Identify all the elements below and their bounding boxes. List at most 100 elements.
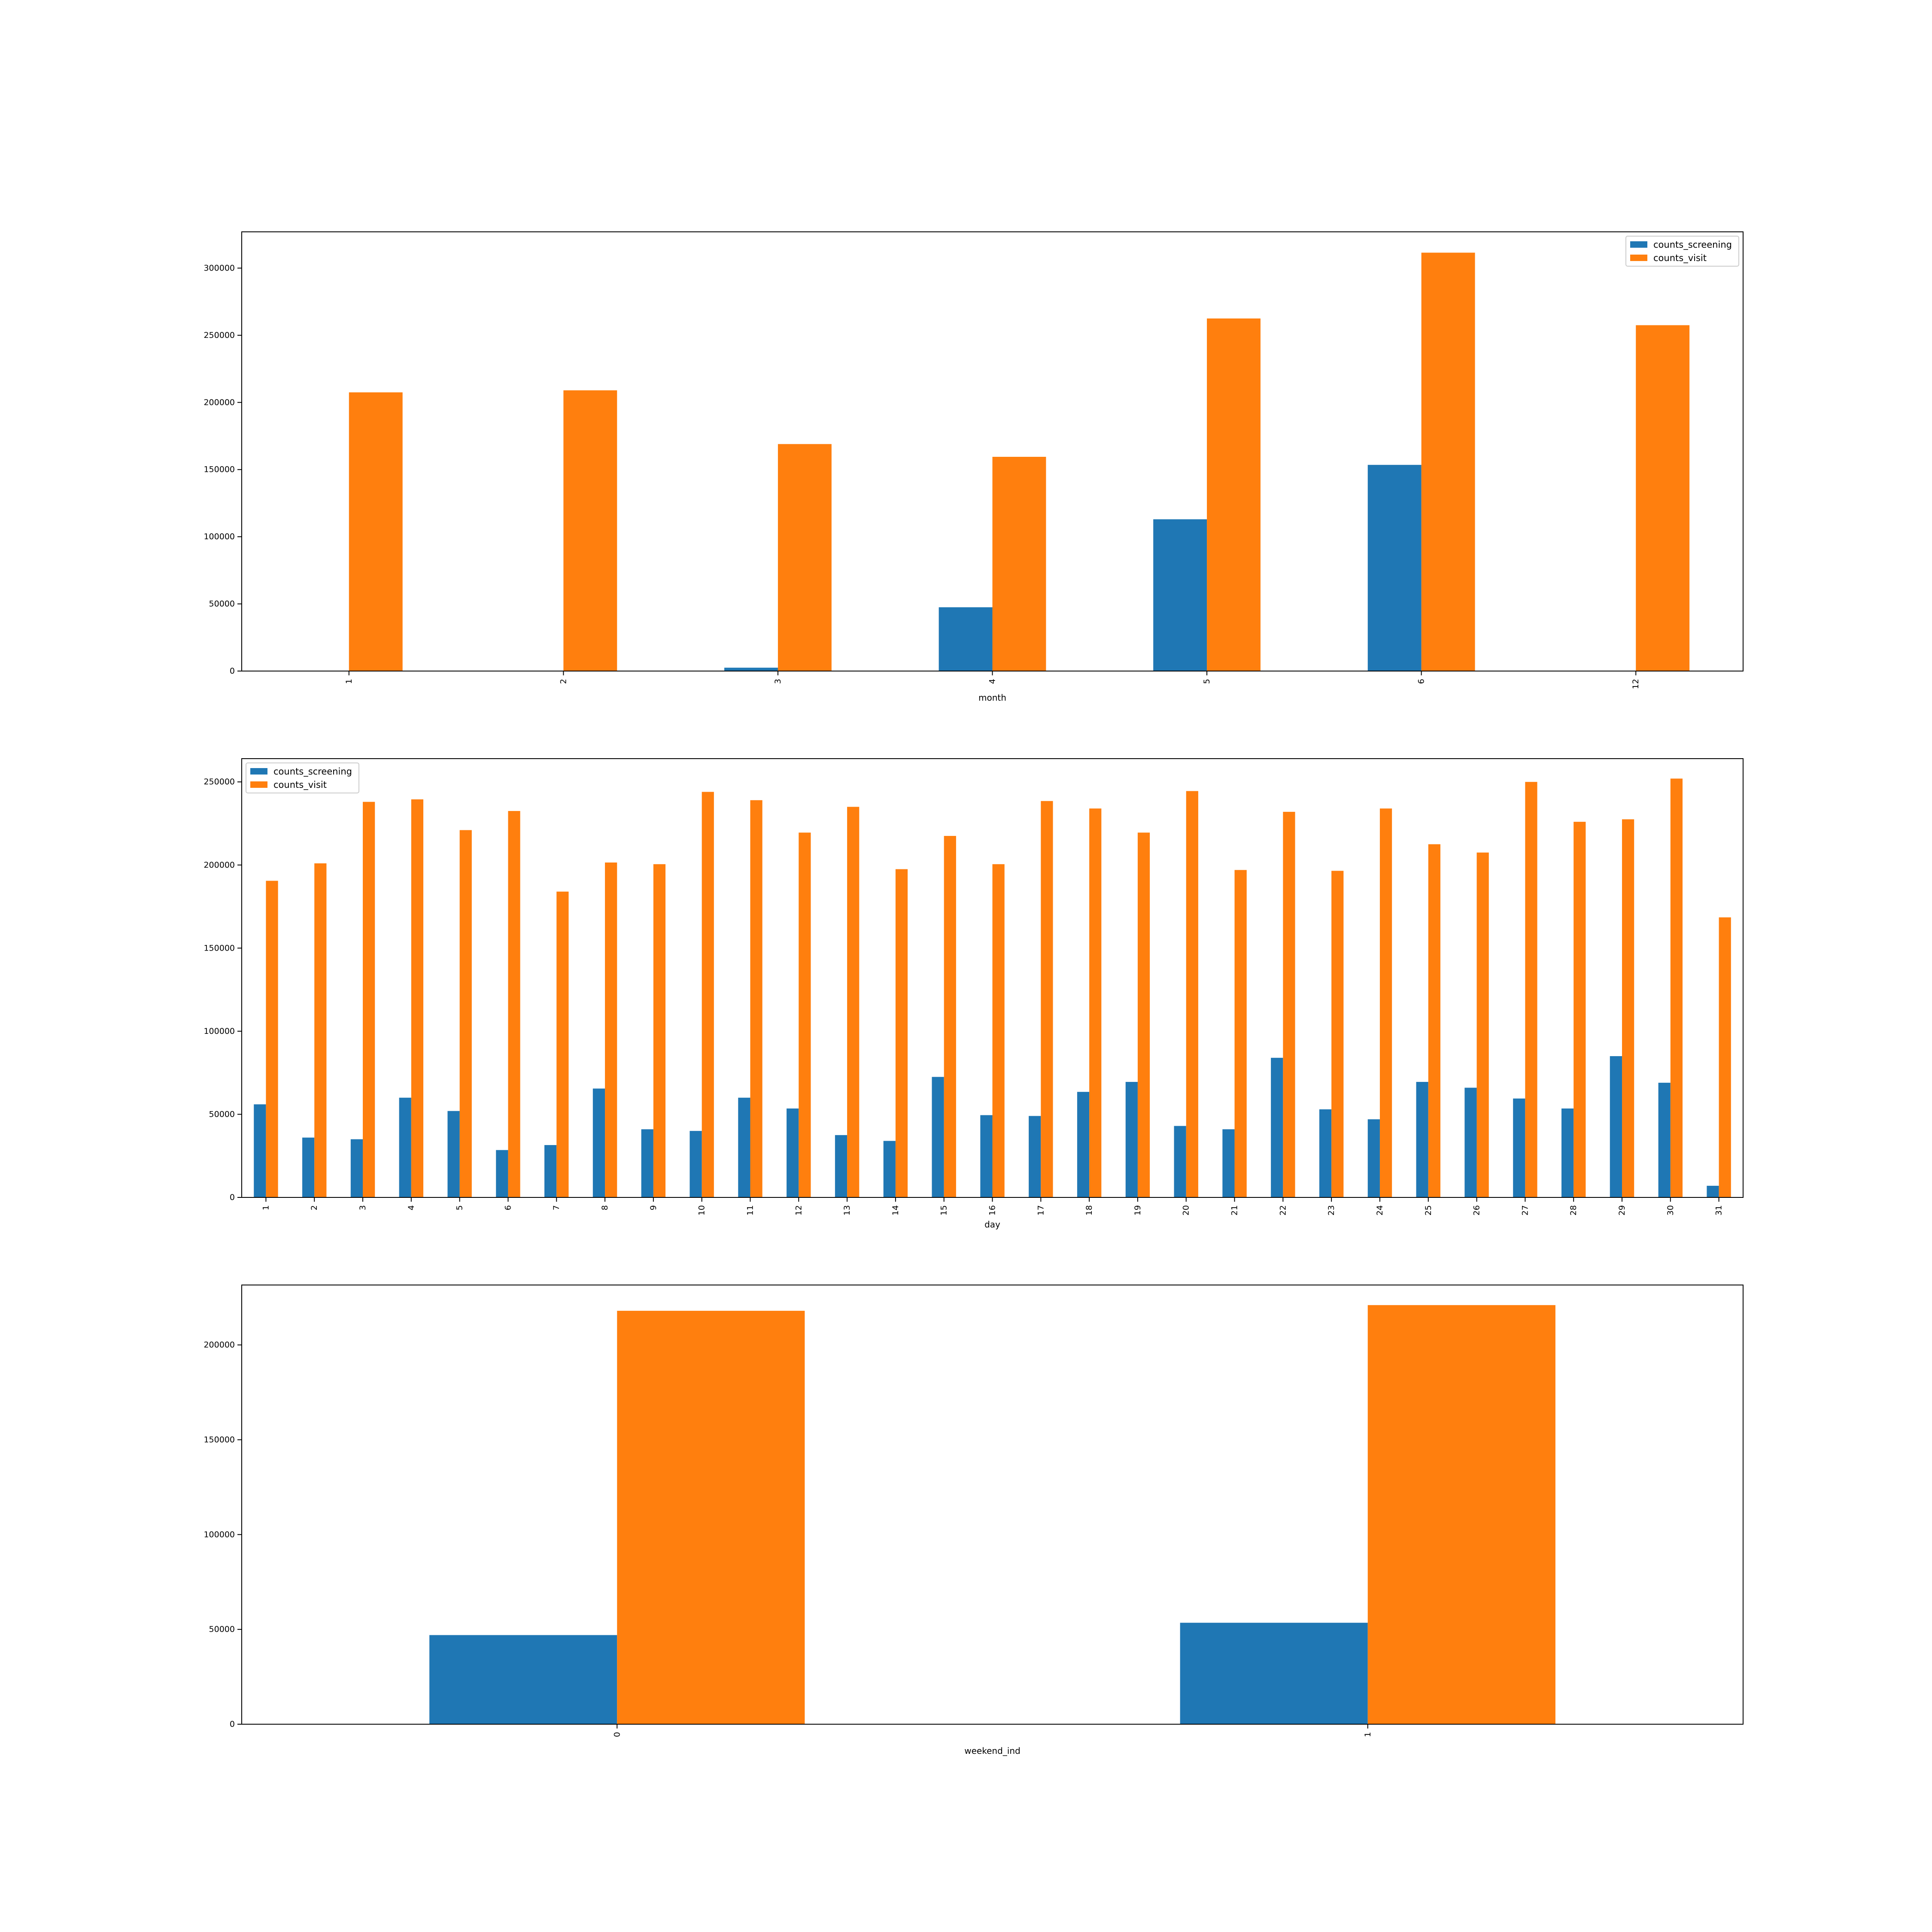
- plot-frame: [241, 1285, 1744, 1725]
- bar-counts-screening-28: [1561, 1108, 1574, 1197]
- x-tick-label: 16: [988, 1205, 997, 1215]
- y-tick-label: 100000: [204, 532, 235, 541]
- bar-counts-visit-24: [1379, 808, 1392, 1197]
- bar-counts-visit-7: [556, 891, 569, 1197]
- y-tick-label: 150000: [204, 943, 235, 953]
- bar-counts-screening-20: [1174, 1126, 1186, 1197]
- day-bar-chart: 1 2 3 4 5 6 7 8 9 10 11 12 13 14 15 16 17 18 19 20 21 22 23 24 2…: [204, 758, 1744, 1230]
- x-tick-label: 0: [612, 1732, 622, 1737]
- bar-counts-visit-27: [1525, 782, 1537, 1197]
- bar-counts-screening-13: [835, 1135, 848, 1197]
- x-tick-label: 13: [842, 1205, 852, 1215]
- legend-swatch: [250, 768, 267, 775]
- bar-counts-screening-4: [399, 1097, 411, 1197]
- x-tick-label: 1: [1363, 1732, 1373, 1737]
- bar-counts-screening-18: [1077, 1092, 1090, 1197]
- x-tick-label: 30: [1666, 1205, 1675, 1215]
- plot-frame: [241, 231, 1744, 671]
- x-tick-label: 26: [1472, 1205, 1482, 1215]
- bar-counts-screening-21: [1222, 1129, 1235, 1197]
- bar-counts-screening-0: [429, 1635, 617, 1724]
- x-tick-label: 6: [1417, 679, 1426, 684]
- bar-counts-screening-3: [350, 1139, 363, 1197]
- bar-counts-visit-13: [847, 807, 860, 1197]
- x-tick-label: 12: [794, 1205, 803, 1215]
- x-tick-label: 27: [1520, 1205, 1530, 1215]
- bar-counts-visit-12: [1636, 325, 1690, 671]
- bar-counts-visit-5: [1207, 318, 1261, 671]
- bar-counts-screening-5: [1153, 519, 1207, 671]
- bar-counts-visit-19: [1137, 832, 1150, 1197]
- bar-counts-screening-15: [932, 1077, 944, 1197]
- bar-counts-screening-23: [1319, 1109, 1332, 1197]
- y-tick-label: 200000: [204, 398, 235, 407]
- y-tick-label: 50000: [209, 1625, 235, 1634]
- y-tick-label: 0: [230, 666, 235, 676]
- bar-counts-visit-1: [266, 881, 278, 1197]
- bar-counts-visit-3: [363, 802, 375, 1197]
- y-tick-label: 100000: [204, 1027, 235, 1036]
- bar-counts-visit-16: [992, 864, 1005, 1197]
- y-tick-label: 0: [230, 1193, 235, 1202]
- y-tick-label: 50000: [209, 599, 235, 609]
- bar-counts-screening-27: [1513, 1098, 1525, 1197]
- y-tick-label: 200000: [204, 1340, 235, 1350]
- y-tick-label: 50000: [209, 1109, 235, 1119]
- bar-counts-screening-9: [641, 1129, 653, 1197]
- y-tick-label: 250000: [204, 331, 235, 340]
- bar-counts-visit-6: [1421, 252, 1475, 671]
- bar-counts-visit-14: [895, 869, 908, 1197]
- bar-counts-visit-28: [1574, 822, 1586, 1197]
- legend-swatch: [1630, 241, 1647, 248]
- bar-counts-screening-1: [1180, 1622, 1368, 1724]
- bar-counts-visit-17: [1041, 801, 1053, 1197]
- bar-counts-screening-6: [496, 1150, 508, 1197]
- bar-counts-screening-26: [1464, 1088, 1477, 1197]
- bar-counts-screening-6: [1367, 465, 1422, 671]
- bar-counts-visit-20: [1186, 791, 1198, 1197]
- bar-counts-visit-12: [799, 832, 811, 1197]
- bar-counts-screening-14: [883, 1141, 896, 1197]
- legend-box: [246, 762, 359, 793]
- bar-counts-screening-11: [738, 1097, 750, 1197]
- y-tick-label: 0: [230, 1719, 235, 1729]
- x-tick-label: 18: [1084, 1205, 1094, 1215]
- bar-counts-visit-4: [411, 799, 424, 1197]
- bar-counts-screening-24: [1367, 1119, 1380, 1197]
- x-axis-label: weekend_ind: [964, 1746, 1020, 1756]
- bar-counts-visit-1: [349, 392, 403, 671]
- bar-counts-visit-6: [508, 811, 520, 1197]
- x-tick-label: 1: [261, 1205, 270, 1210]
- bar-counts-visit-2: [314, 863, 327, 1197]
- bar-counts-visit-2: [563, 390, 617, 671]
- x-tick-label: 15: [939, 1205, 949, 1215]
- x-tick-label: 22: [1278, 1205, 1288, 1215]
- legend-swatch: [250, 781, 267, 788]
- x-tick-label: 11: [745, 1205, 755, 1215]
- x-tick-label: 7: [552, 1205, 561, 1210]
- x-tick-label: 8: [600, 1205, 610, 1210]
- bar-counts-screening-16: [980, 1115, 993, 1198]
- bar-counts-screening-22: [1271, 1057, 1283, 1197]
- legend-label: counts_screening: [1653, 240, 1732, 250]
- bar-counts-screening-31: [1707, 1185, 1719, 1197]
- bar-counts-visit-29: [1622, 819, 1634, 1197]
- bar-counts-screening-1: [254, 1104, 266, 1197]
- bar-counts-screening-4: [939, 607, 993, 671]
- x-tick-label: 20: [1182, 1205, 1191, 1215]
- bar-counts-visit-10: [702, 792, 714, 1197]
- bar-counts-visit-0: [617, 1311, 805, 1724]
- bar-counts-screening-30: [1658, 1082, 1671, 1197]
- x-tick-label: 17: [1036, 1205, 1045, 1215]
- x-tick-label: 5: [1202, 679, 1212, 684]
- bar-counts-screening-2: [302, 1137, 315, 1197]
- x-tick-label: 29: [1617, 1205, 1627, 1215]
- y-tick-label: 200000: [204, 860, 235, 870]
- weekend-bar-chart: 0 1 0 50000 100000 150000 200000 weekend_ind: [204, 1285, 1744, 1756]
- plot-frame: [241, 758, 1744, 1198]
- bar-counts-screening-17: [1029, 1116, 1041, 1197]
- bar-counts-visit-26: [1476, 852, 1489, 1197]
- y-tick-label: 250000: [204, 777, 235, 787]
- x-tick-label: 5: [455, 1205, 465, 1210]
- bar-counts-screening-29: [1610, 1056, 1622, 1197]
